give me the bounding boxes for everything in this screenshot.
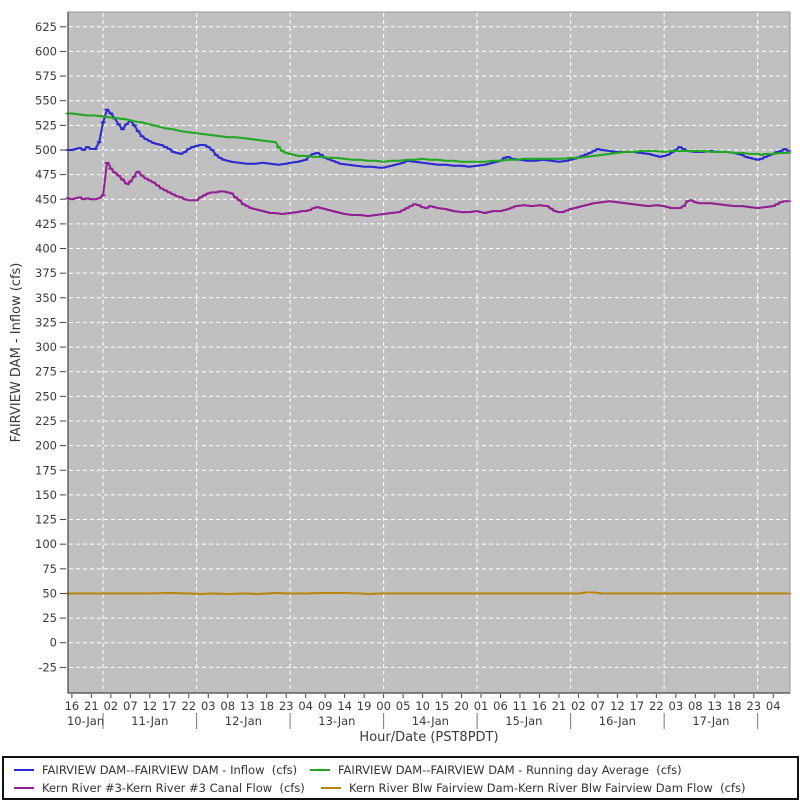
x-hour-label: 12 [610, 699, 625, 713]
x-hour-label: 11 [513, 699, 528, 713]
chart-canvas: -250255075100125150175200225250275300325… [9, 11, 792, 745]
plot-area [68, 12, 790, 693]
y-tick-label: 475 [35, 168, 57, 182]
y-tick-label: 0 [50, 636, 57, 650]
y-tick-label: 175 [35, 463, 57, 477]
y-tick-label: 625 [35, 20, 57, 34]
y-tick-label: 350 [35, 291, 57, 305]
legend-label: Kern River Blw Fairview Dam-Kern River B… [349, 781, 746, 795]
x-hour-label: 13 [240, 699, 255, 713]
x-axis-title: Hour/Date (PST8PDT) [359, 730, 498, 745]
x-hour-label: 02 [104, 699, 119, 713]
x-date-label: 14-Jan [412, 714, 449, 728]
legend-item-running-avg: FAIRVIEW DAM--FAIRVIEW DAM - Running day… [310, 762, 682, 778]
x-hour-label: 23 [746, 699, 761, 713]
y-tick-label: 25 [42, 611, 57, 625]
legend-label: FAIRVIEW DAM--FAIRVIEW DAM - Running day… [338, 763, 682, 777]
y-tick-label: 600 [35, 44, 57, 58]
x-date-label: 16-Jan [599, 714, 636, 728]
x-hour-label: 19 [357, 699, 372, 713]
x-hour-label: 18 [727, 699, 742, 713]
y-axis-title: FAIRVIEW DAM - Inflow (cfs) [9, 263, 24, 443]
x-hour-label: 10 [415, 699, 430, 713]
x-hour-label: 04 [298, 699, 313, 713]
x-hour-label: 09 [318, 699, 333, 713]
x-hour-label: 00 [376, 699, 391, 713]
y-tick-label: 375 [35, 266, 57, 280]
x-hour-label: 03 [201, 699, 216, 713]
legend-label: FAIRVIEW DAM--FAIRVIEW DAM - Inflow (cfs… [42, 763, 298, 777]
chart-legend: FAIRVIEW DAM--FAIRVIEW DAM - Inflow (cfs… [2, 756, 799, 800]
x-hour-label: 21 [552, 699, 567, 713]
canal-flow-line-swatch [14, 787, 34, 789]
y-tick-label: 575 [35, 69, 57, 83]
x-hour-label: 07 [123, 699, 138, 713]
x-hour-label: 05 [396, 699, 411, 713]
x-date-label: 13-Jan [318, 714, 355, 728]
y-tick-label: 525 [35, 118, 57, 132]
x-hour-label: 03 [669, 699, 684, 713]
legend-item-canal-flow: Kern River #3-Kern River #3 Canal Flow (… [14, 780, 305, 796]
x-hour-label: 22 [649, 699, 664, 713]
x-hour-label: 07 [591, 699, 606, 713]
y-tick-label: -25 [38, 660, 57, 674]
y-tick-label: 425 [35, 217, 57, 231]
x-hour-label: 13 [707, 699, 722, 713]
x-hour-label: 23 [279, 699, 294, 713]
y-tick-label: 50 [42, 586, 57, 600]
x-date-label: 10-Jan [67, 714, 104, 728]
y-tick-label: 250 [35, 389, 57, 403]
x-hour-label: 04 [766, 699, 781, 713]
x-hour-label: 15 [435, 699, 450, 713]
x-hour-label: 17 [162, 699, 177, 713]
y-tick-label: 450 [35, 192, 57, 206]
x-date-label: 17-Jan [692, 714, 729, 728]
y-tick-label: 400 [35, 242, 57, 256]
x-hour-label: 16 [532, 699, 547, 713]
x-hour-label: 06 [493, 699, 508, 713]
running-avg-line-swatch [310, 769, 330, 771]
x-date-label: 11-Jan [131, 714, 168, 728]
legend-item-blw-dam-flow: Kern River Blw Fairview Dam-Kern River B… [321, 780, 745, 796]
y-tick-label: 150 [35, 488, 57, 502]
y-tick-label: 300 [35, 340, 57, 354]
x-hour-label: 14 [337, 699, 352, 713]
y-tick-label: 200 [35, 439, 57, 453]
y-tick-label: 225 [35, 414, 57, 428]
x-hour-label: 17 [630, 699, 645, 713]
x-date-label: 15-Jan [505, 714, 542, 728]
y-tick-label: 500 [35, 143, 57, 157]
flow-chart: -25 0 25 50 75 100 125 150 175 200 225 250 275 300 325… [9, 11, 792, 745]
x-hour-label: 22 [181, 699, 196, 713]
x-hour-label: 08 [688, 699, 703, 713]
x-hour-label: 16 [65, 699, 80, 713]
y-tick-label: 125 [35, 513, 57, 527]
x-hour-label: 18 [259, 699, 274, 713]
inflow-line-swatch [14, 769, 34, 771]
blw-dam-flow-line-swatch [321, 787, 341, 789]
x-hour-label: 01 [474, 699, 489, 713]
x-hour-label: 12 [143, 699, 158, 713]
x-hour-label: 21 [84, 699, 99, 713]
x-hour-label: 20 [454, 699, 469, 713]
y-tick-label: 325 [35, 315, 57, 329]
y-tick-label: 100 [35, 537, 57, 551]
y-tick-label: 275 [35, 365, 57, 379]
x-date-label: 12-Jan [225, 714, 262, 728]
y-tick-label: 75 [42, 562, 57, 576]
y-tick-label: 550 [35, 94, 57, 108]
legend-item-inflow: FAIRVIEW DAM--FAIRVIEW DAM - Inflow (cfs… [14, 762, 297, 778]
legend-label: Kern River #3-Kern River #3 Canal Flow (… [42, 781, 305, 795]
x-hour-label: 08 [220, 699, 235, 713]
x-hour-label: 02 [571, 699, 586, 713]
